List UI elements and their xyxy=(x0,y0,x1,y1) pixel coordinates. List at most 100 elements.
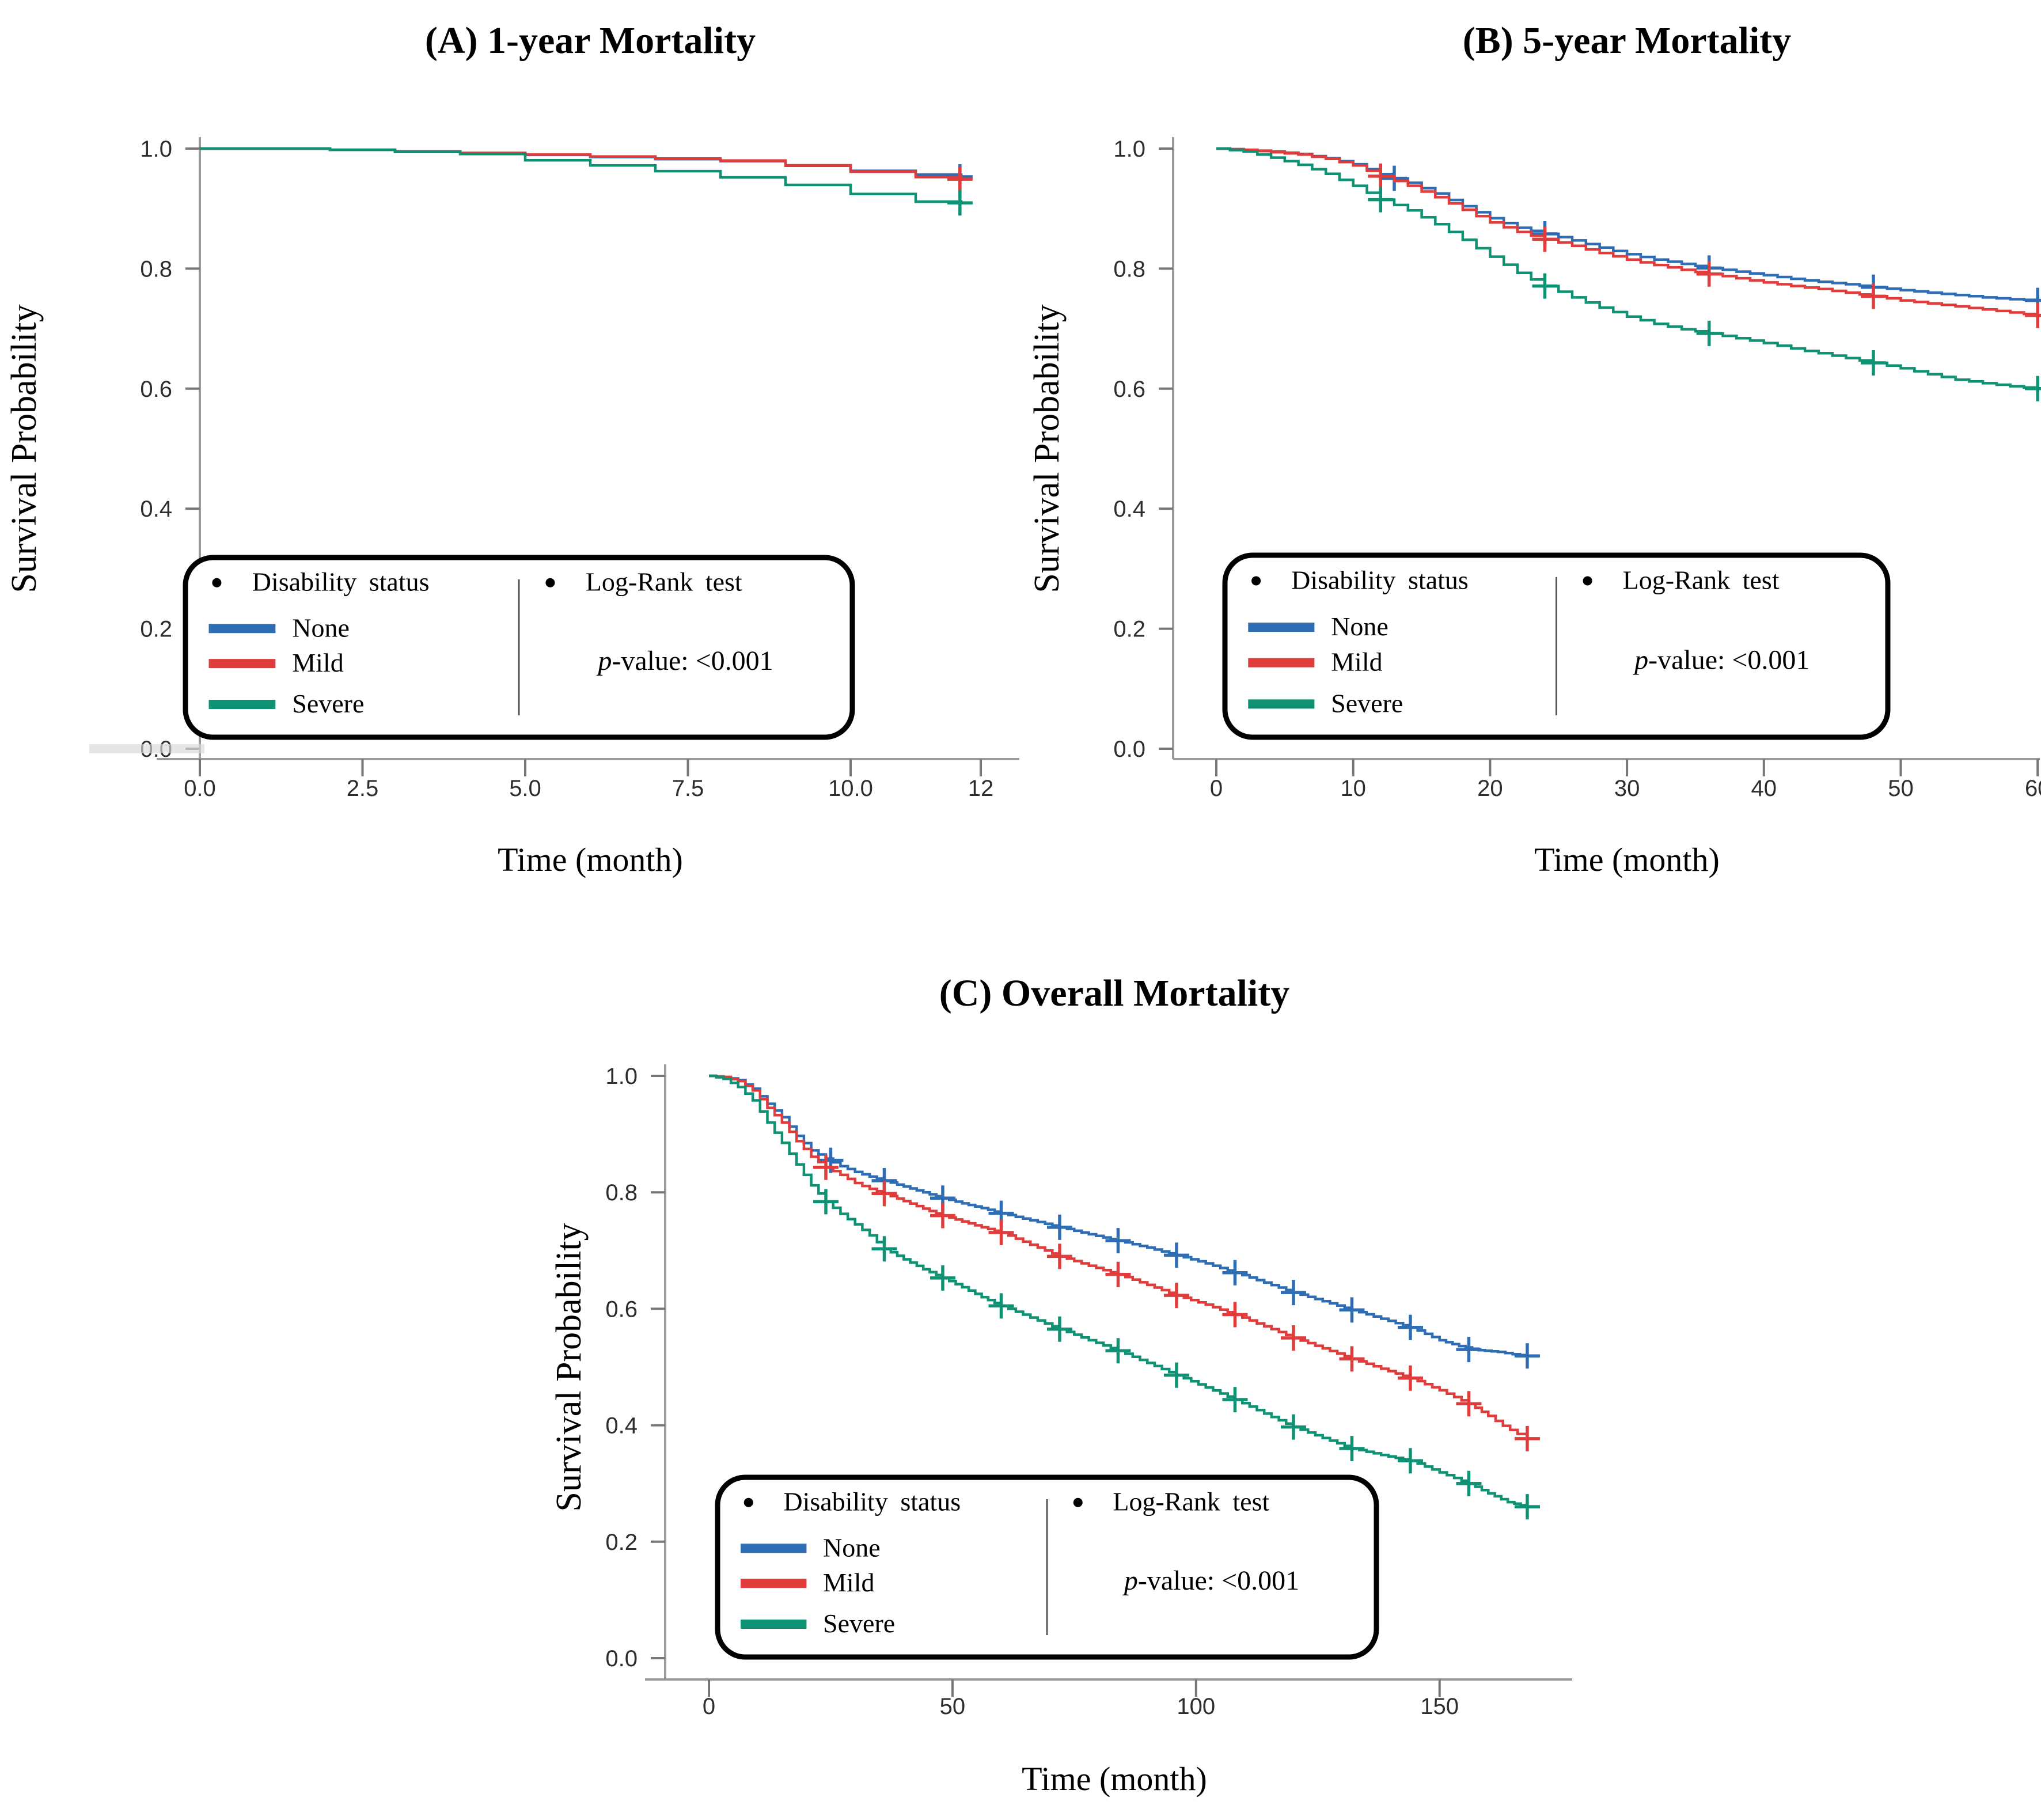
p-value-text: p-value: <0.001 xyxy=(596,646,773,676)
censor-mark-mild xyxy=(1280,1325,1306,1351)
censor-mark-mild xyxy=(1222,1302,1248,1328)
legend-col2-header: Log-Rank test xyxy=(586,567,742,597)
censor-mark-mild xyxy=(1860,283,1886,309)
km-curve-severe xyxy=(709,1074,1529,1507)
censor-mark-severe xyxy=(1163,1362,1189,1388)
x-tick-label: 40 xyxy=(1751,776,1777,801)
y-tick-label: 0.6 xyxy=(1113,377,1145,402)
x-tick-label: 100 xyxy=(1177,1694,1215,1719)
censor-mark-mild xyxy=(1105,1261,1131,1287)
km-curve-severe xyxy=(200,147,963,203)
legend-item-label: Severe xyxy=(292,689,364,718)
bullet-icon xyxy=(545,578,555,587)
legend-col2-header: Log-Rank test xyxy=(1113,1487,1269,1516)
bullet-icon xyxy=(743,1497,753,1507)
y-tick-label: 0.8 xyxy=(605,1180,638,1205)
panel-A: (A) 1-year Mortality Time (month) Survival… xyxy=(5,20,1019,878)
censor-mark-none xyxy=(1280,1280,1306,1306)
x-axis-label: Time (month) xyxy=(1534,841,1720,878)
x-tick-label: 0 xyxy=(703,1694,715,1719)
p-value-text: p-value: <0.001 xyxy=(1122,1565,1299,1596)
panel-title: (A) 1-year Mortality xyxy=(425,20,756,62)
legend-B: Disability status None Mild Severe Log-Rank … xyxy=(1222,552,1891,740)
censor-mark-severe xyxy=(813,1189,839,1215)
y-axis-label: Survival Probability xyxy=(549,1223,589,1511)
panel-title: (B) 5-year Mortality xyxy=(1463,20,1792,62)
y-tick-label: 1.0 xyxy=(140,136,172,162)
y-tick-label: 0.4 xyxy=(605,1413,638,1439)
bullet-icon xyxy=(1583,576,1592,586)
x-axis-label: Time (month) xyxy=(1022,1760,1207,1798)
legend-C: Disability status None Mild Severe Log-Rank … xyxy=(715,1474,1379,1660)
censor-mark-mild xyxy=(2025,302,2041,328)
legend-A: Disability status None Mild Severe Log-Rank … xyxy=(183,555,855,740)
y-tick-label: 0.4 xyxy=(140,496,172,522)
x-tick-label: 0 xyxy=(1210,776,1223,801)
legend-col1-header: Disability status xyxy=(1291,565,1469,594)
legend-item-label: Mild xyxy=(823,1568,874,1597)
km-curve-none xyxy=(709,1074,1529,1357)
censor-mark-severe xyxy=(930,1265,955,1291)
censor-mark-mild xyxy=(1532,226,1558,252)
x-tick-label: 0.0 xyxy=(184,776,216,801)
censor-mark-mild xyxy=(1046,1243,1072,1269)
censor-mark-mild xyxy=(1456,1391,1482,1417)
censor-mark-severe xyxy=(947,190,973,216)
x-tick-label: 50 xyxy=(940,1694,966,1719)
panel-C: (C) Overall Mortality Time (month) Surviva… xyxy=(549,972,1572,1798)
scan-artifact xyxy=(89,744,204,753)
legend-item-label: None xyxy=(1331,612,1389,641)
y-tick-label: 0.0 xyxy=(1113,737,1145,762)
km-curve-none xyxy=(200,147,963,177)
censor-mark-severe xyxy=(1456,1470,1482,1496)
p-value-text: p-value: <0.001 xyxy=(1633,645,1809,676)
y-tick-label: 0.8 xyxy=(1113,256,1145,282)
y-tick-label: 0.8 xyxy=(140,256,172,282)
censor-mark-none xyxy=(1514,1343,1540,1369)
panel-B: (B) 5-year Mortality Time (month) Survival… xyxy=(1027,20,2041,878)
censor-mark-none xyxy=(1046,1214,1072,1240)
censor-mark-severe xyxy=(1696,320,1722,346)
censor-mark-mild xyxy=(1339,1346,1365,1372)
censor-mark-severe xyxy=(1397,1448,1423,1474)
y-tick-label: 0.0 xyxy=(605,1646,638,1671)
legend-col1-header: Disability status xyxy=(783,1487,961,1516)
censor-mark-mild xyxy=(1397,1365,1423,1391)
legend-item-label: Mild xyxy=(1331,647,1382,677)
censor-mark-none xyxy=(1105,1228,1131,1254)
censor-mark-severe xyxy=(1105,1338,1131,1364)
censor-mark-none xyxy=(818,1147,844,1173)
y-tick-label: 0.2 xyxy=(140,617,172,642)
y-axis-label: Survival Probability xyxy=(1027,304,1067,593)
x-tick-label: 2.5 xyxy=(347,776,379,801)
y-tick-label: 0.2 xyxy=(605,1530,638,1555)
legend-item-label: None xyxy=(292,613,350,642)
censor-mark-severe xyxy=(988,1293,1014,1319)
y-tick-label: 0.4 xyxy=(1113,496,1145,522)
censor-mark-severe xyxy=(871,1236,897,1262)
censor-mark-severe xyxy=(1514,1494,1540,1520)
km-curve-mild xyxy=(200,147,963,180)
x-tick-label: 5.0 xyxy=(509,776,541,801)
censor-mark-mild xyxy=(1163,1283,1189,1309)
legend-col2-header: Log-Rank test xyxy=(1623,565,1780,594)
censor-mark-severe xyxy=(1280,1414,1306,1440)
x-tick-label: 10.0 xyxy=(828,776,873,801)
x-tick-label: 20 xyxy=(1477,776,1503,801)
censor-mark-none xyxy=(1339,1297,1365,1323)
censor-mark-mild xyxy=(871,1181,897,1207)
censor-mark-severe xyxy=(2025,376,2041,401)
y-tick-label: 0.2 xyxy=(1113,617,1145,642)
censor-mark-mild xyxy=(1368,163,1394,189)
y-axis-label: Survival Probability xyxy=(5,304,44,593)
y-tick-label: 1.0 xyxy=(605,1064,638,1089)
censor-mark-mild xyxy=(1514,1425,1540,1451)
censor-mark-severe xyxy=(1222,1387,1248,1413)
legend-item-label: Severe xyxy=(823,1609,895,1638)
censor-mark-severe xyxy=(1368,187,1394,213)
x-tick-label: 12 xyxy=(968,776,994,801)
y-tick-label: 1.0 xyxy=(1113,136,1145,162)
km-curve-none xyxy=(1216,147,2039,301)
x-tick-label: 30 xyxy=(1614,776,1640,801)
